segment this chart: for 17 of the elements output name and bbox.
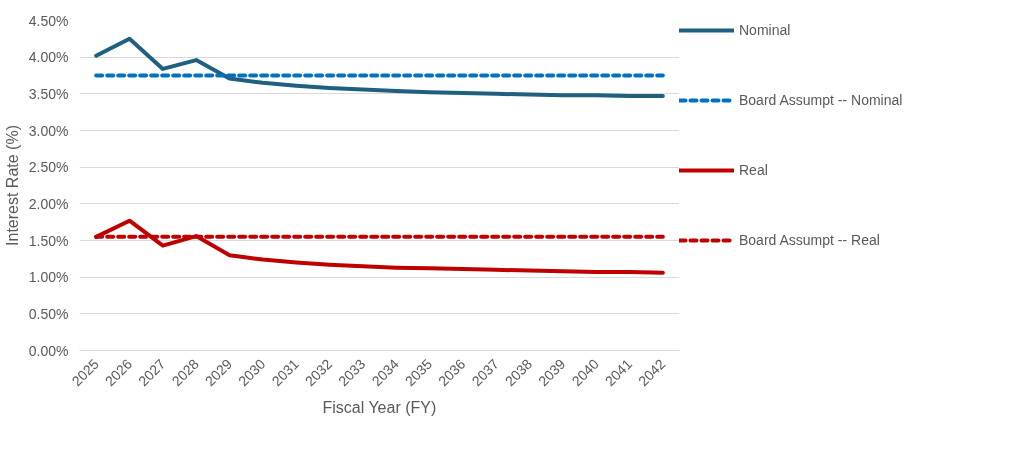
y-tick-label: 3.00% (28, 122, 69, 139)
y-tick-label: 2.00% (28, 195, 69, 212)
y-tick-label: 3.50% (28, 85, 69, 102)
y-tick-label: 0.00% (28, 342, 69, 359)
y-tick-label: 2.50% (28, 159, 69, 176)
y-tick-label: 4.50% (28, 12, 69, 29)
line-series (94, 36, 665, 99)
legend-label: Board Assumpt -- Nominal (739, 92, 903, 108)
legend-label: Board Assumpt -- Real (739, 232, 880, 248)
x-axis-title: Fiscal Year (FY) (322, 398, 437, 416)
y-tick-label: 1.00% (28, 269, 69, 286)
y-tick-label: 0.50% (28, 305, 69, 322)
legend-label: Real (739, 162, 768, 178)
legend-label: Nominal (739, 22, 791, 38)
y-tick-label: 1.50% (28, 232, 69, 249)
y-axis-title: Interest Rate (%) (3, 125, 21, 246)
y-tick-label: 4.00% (28, 49, 69, 66)
